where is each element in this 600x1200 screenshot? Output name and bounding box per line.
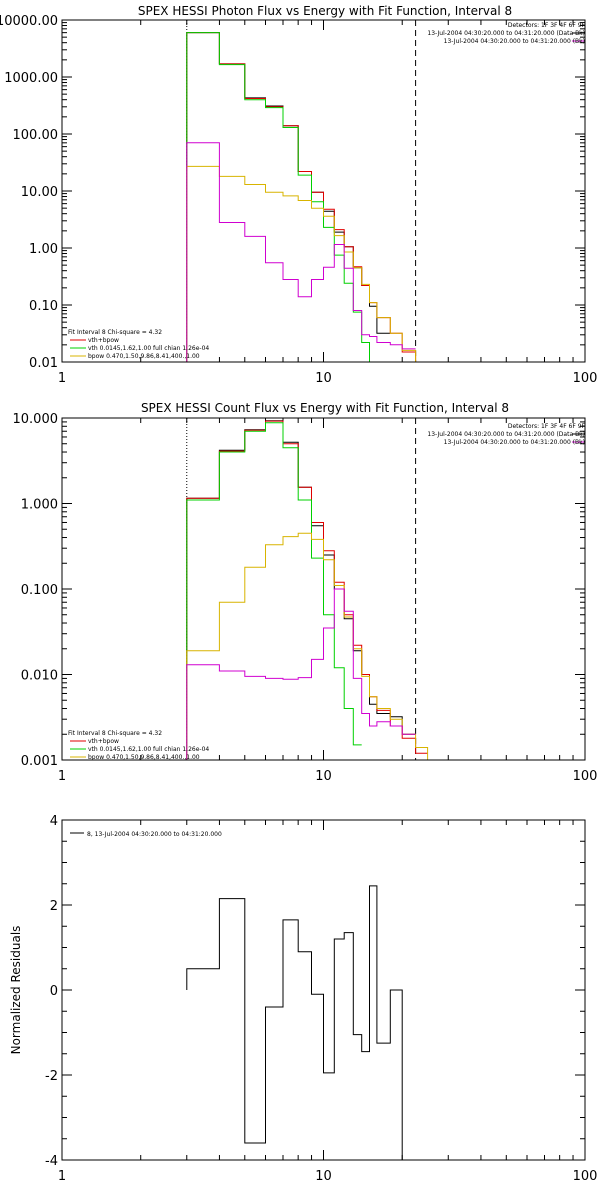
- legend-detectors: Detectors: 1F 3F 4F 6F 9F: [508, 423, 586, 430]
- series-vth: [186, 422, 362, 760]
- series-residuals: [186, 885, 416, 1161]
- residuals-marks: 1 10 100 -4 -2 0 2 4: [45, 814, 597, 1184]
- residuals-legend: 8, 13-Jul-2004 04:30:20.000 to 04:31:20.…: [70, 831, 222, 838]
- y-tick-label: 100.00: [13, 128, 59, 143]
- y-tick-label: 1.000: [21, 498, 58, 513]
- legend-fit-header: Fit Interval 8 Chi-square = 4.32: [68, 730, 162, 737]
- series-bpow: [186, 532, 441, 761]
- x-tick-label: 100: [573, 769, 598, 784]
- y-tick-label: 10.000: [13, 412, 59, 427]
- y-tick-label: 0.01: [29, 356, 58, 371]
- x-tick-label: 10: [315, 371, 332, 386]
- photon-legend-top-right: Detectors: 1F 3F 4F 6F 9F 13-Jul-2004 04…: [427, 22, 585, 45]
- chart-title: SPEX HESSI Count Flux vs Energy with Fit…: [141, 401, 509, 415]
- y-tick-label: 4: [50, 814, 58, 829]
- y-tick-label: 0: [50, 984, 58, 999]
- y-axis-label: Normalized Residuals: [9, 926, 23, 1055]
- legend-item-total: vth+bpow: [88, 337, 119, 344]
- y-tick-label: -4: [45, 1154, 58, 1169]
- y-tick-label: 0.100: [21, 583, 58, 598]
- x-tick-label: 10: [315, 769, 332, 784]
- legend-item-vth: vth 0.0145,1.62,1.00 full chian 1.26e-04: [88, 746, 209, 753]
- plot-frame: [61, 417, 586, 761]
- count-legend-bottom-left: Fit Interval 8 Chi-square = 4.32 vth+bpo…: [68, 730, 209, 761]
- y-tick-label: 10000.00: [0, 14, 58, 29]
- legend-bk: 13-Jul-2004 04:30:20.000 to 04:31:20.000…: [444, 439, 585, 446]
- series-bpow: [186, 165, 428, 363]
- chart-title: SPEX HESSI Photon Flux vs Energy with Fi…: [138, 4, 512, 18]
- legend-fit-header: Fit Interval 8 Chi-square = 4.32: [68, 329, 162, 336]
- y-tick-label: 0.010: [21, 669, 58, 684]
- photon-flux-chart: SPEX HESSI Photon Flux vs Energy with Fi…: [0, 4, 597, 386]
- legend-data-bk: 13-Jul-2004 04:30:20.000 to 04:31:20.000…: [427, 30, 585, 37]
- y-tick-label: -2: [45, 1069, 58, 1084]
- legend-data-bk: 13-Jul-2004 04:30:20.000 to 04:31:20.000…: [427, 431, 585, 438]
- x-tick-label: 1: [58, 371, 66, 386]
- y-tick-label: 2: [50, 899, 58, 914]
- series-bk: [186, 142, 416, 362]
- legend-item-vth: vth 0.0145,1.62,1.00 full chian 1.26e-04: [88, 345, 209, 352]
- count-legend-top-right: Detectors: 1F 3F 4F 6F 9F 13-Jul-2004 04…: [427, 423, 585, 446]
- count-flux-marks: 1 10 100 0.001 0.010 0.100 1.000 10.000: [13, 412, 598, 784]
- x-tick-label: 100: [573, 1169, 598, 1184]
- legend-item-bpow: bpow 0.470,1.50,9.86,8.41,400.,1.00: [88, 754, 200, 761]
- legend-detectors: Detectors: 1F 3F 4F 6F 9F: [508, 22, 586, 29]
- count-flux-chart: SPEX HESSI Count Flux vs Energy with Fit…: [13, 401, 598, 784]
- y-tick-label: 0.10: [29, 299, 58, 314]
- x-tick-label: 1: [58, 769, 66, 784]
- legend-bk: 13-Jul-2004 04:30:20.000 to 04:31:20.000…: [444, 38, 585, 45]
- x-tick-label: 100: [573, 371, 598, 386]
- photon-legend-bottom-left: Fit Interval 8 Chi-square = 4.32 vth+bpo…: [68, 329, 209, 360]
- x-tick-label: 10: [315, 1169, 332, 1184]
- series-bk: [186, 588, 416, 760]
- y-tick-label: 0.001: [21, 754, 58, 769]
- legend-item-total: vth+bpow: [88, 738, 119, 745]
- plot-frame: [61, 19, 586, 363]
- legend-residual-interval: 8, 13-Jul-2004 04:30:20.000 to 04:31:20.…: [87, 831, 222, 838]
- y-tick-label: 1000.00: [4, 71, 58, 86]
- y-tick-label: 10.00: [21, 185, 58, 200]
- residuals-chart: 1 10 100 -4 -2 0 2 4 8, 13-Jul-2004 04:30:20.00…: [9, 814, 597, 1184]
- y-tick-label: 1.00: [29, 242, 58, 257]
- legend-item-bpow: bpow 0.470,1.50,9.86,8.41,400.,1.00: [88, 353, 200, 360]
- x-tick-label: 1: [58, 1169, 66, 1184]
- plot-frame: [61, 819, 586, 1161]
